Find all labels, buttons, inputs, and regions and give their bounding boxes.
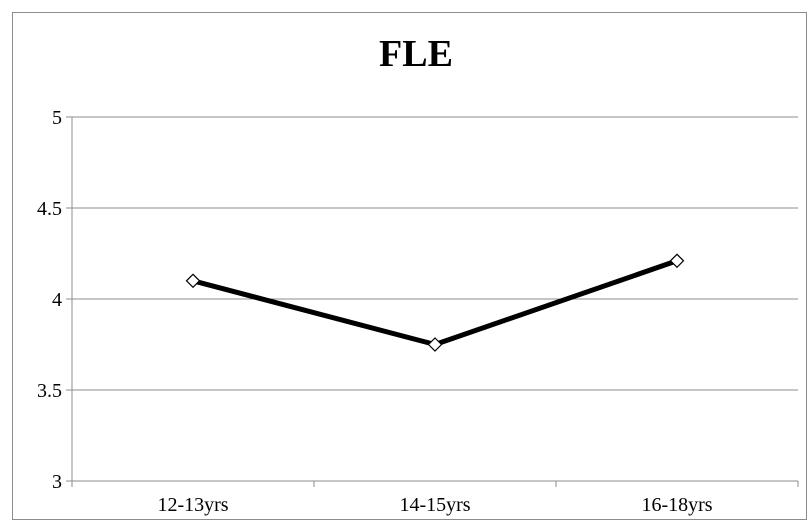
gridlines: [72, 116, 798, 391]
chart-title: FLE: [379, 33, 453, 75]
x-tick-label: 16-18yrs: [641, 494, 712, 516]
y-tick-labels: 3 3.5 4 4.5 5: [37, 107, 62, 493]
y-tick-label: 4: [52, 289, 62, 311]
y-tick-label: 4.5: [37, 198, 62, 220]
data-point-marker: [185, 273, 201, 289]
y-tick-label: 5: [52, 107, 62, 129]
series: [192, 258, 678, 347]
y-tick-label: 3: [52, 471, 62, 493]
chart-frame: [12, 12, 807, 520]
data-point-marker: [669, 253, 685, 269]
y-tick-label: 3.5: [37, 380, 62, 402]
x-tick-labels: 12-13yrs 14-15yrs 16-18yrs: [157, 494, 712, 516]
series-line: [192, 258, 678, 347]
data-point-marker: [427, 337, 443, 352]
x-tick-label: 12-13yrs: [157, 494, 228, 516]
axes: [66, 116, 799, 487]
markers: [185, 253, 685, 352]
x-tick-label: 14-15yrs: [399, 494, 470, 516]
